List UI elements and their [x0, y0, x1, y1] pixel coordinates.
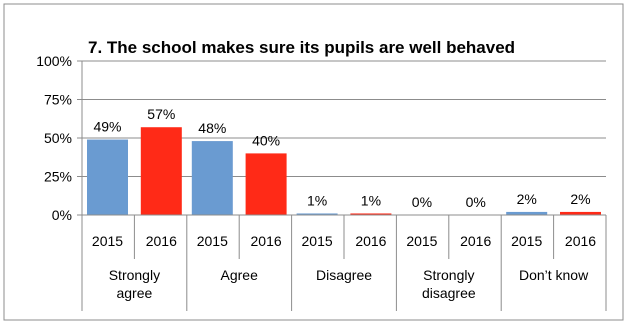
- x-axis: 2015 2016 Strongly agree 2015 2016 Agree 2015 20…: [81, 214, 607, 311]
- y-tick-label: 25%: [44, 169, 72, 185]
- data-label: 49%: [93, 119, 121, 135]
- data-label: 2%: [570, 191, 590, 207]
- data-label: 57%: [147, 106, 175, 122]
- x-subcategory-label: 2016: [565, 233, 596, 249]
- x-subcategory-label: 2015: [302, 233, 333, 249]
- data-label: 0%: [412, 194, 432, 210]
- data-label: 48%: [198, 120, 226, 136]
- x-category-label: Disagree: [316, 267, 372, 283]
- y-tick-label: 75%: [44, 92, 72, 108]
- x-category-label: Strongly: [109, 267, 160, 283]
- x-subcategory-label: 2016: [460, 233, 491, 249]
- x-subcategory-label: 2015: [511, 233, 542, 249]
- y-tick-label: 100%: [36, 53, 72, 69]
- y-axis: 0% 25% 50% 75% 100%: [36, 53, 83, 223]
- bar-2015: [296, 213, 338, 215]
- data-label: 0%: [466, 194, 486, 210]
- x-category-label: agree: [116, 285, 152, 301]
- x-subcategory-label: 2016: [355, 233, 386, 249]
- x-subcategory-label: 2015: [197, 233, 228, 249]
- x-subcategory-label: 2016: [146, 233, 177, 249]
- x-category-label: Don’t know: [519, 267, 589, 283]
- x-category-label: Strongly: [423, 267, 474, 283]
- bar-2016: [350, 213, 392, 215]
- y-tick-label: 50%: [44, 130, 72, 146]
- bars: [87, 127, 601, 215]
- x-subcategory-label: 2015: [406, 233, 437, 249]
- bar-2015: [191, 141, 233, 215]
- bar-2015: [506, 211, 548, 215]
- data-label: 2%: [517, 191, 537, 207]
- bar-2016: [140, 127, 182, 215]
- data-labels: 49% 57% 48% 40% 1% 1% 0% 0% 2% 2%: [93, 106, 590, 210]
- bar-2016: [245, 153, 287, 215]
- x-subcategory-label: 2016: [251, 233, 282, 249]
- bar-2015: [87, 139, 128, 215]
- data-label: 40%: [252, 132, 280, 148]
- x-subcategory-label: 2015: [92, 233, 123, 249]
- x-category-label: Agree: [221, 267, 259, 283]
- data-label: 1%: [307, 192, 327, 208]
- y-tick-label: 0%: [52, 207, 72, 223]
- x-category-label: disagree: [422, 285, 476, 301]
- bar-2016: [560, 211, 601, 215]
- chart-title: 7. The school makes sure its pupils are …: [88, 38, 515, 57]
- data-label: 1%: [361, 192, 381, 208]
